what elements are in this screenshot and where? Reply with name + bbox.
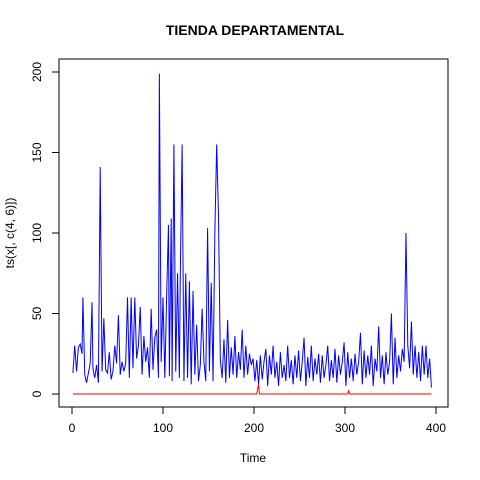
chart-title: TIENDA DEPARTAMENTAL (166, 22, 345, 38)
series-line-1 (72, 73, 432, 388)
x-axis: 0 100 200 300 400 (69, 406, 446, 435)
x-tick-label: 100 (153, 421, 173, 435)
x-axis-label: Time (240, 451, 267, 465)
y-tick-label: 0 (30, 390, 44, 397)
x-tick-label: 0 (69, 421, 76, 435)
x-tick-label: 400 (426, 421, 446, 435)
x-tick-label: 200 (244, 421, 264, 435)
y-axis: 0 50 100 150 200 (30, 62, 60, 397)
x-tick-label: 300 (335, 421, 355, 435)
y-tick-label: 100 (30, 223, 44, 243)
y-tick-label: 50 (30, 307, 44, 321)
y-tick-label: 200 (30, 62, 44, 82)
y-axis-label: ts(x[, c(4, 6)]) (3, 198, 17, 269)
series-line-2 (72, 384, 432, 395)
y-tick-label: 150 (30, 142, 44, 162)
series-layer (72, 73, 432, 395)
